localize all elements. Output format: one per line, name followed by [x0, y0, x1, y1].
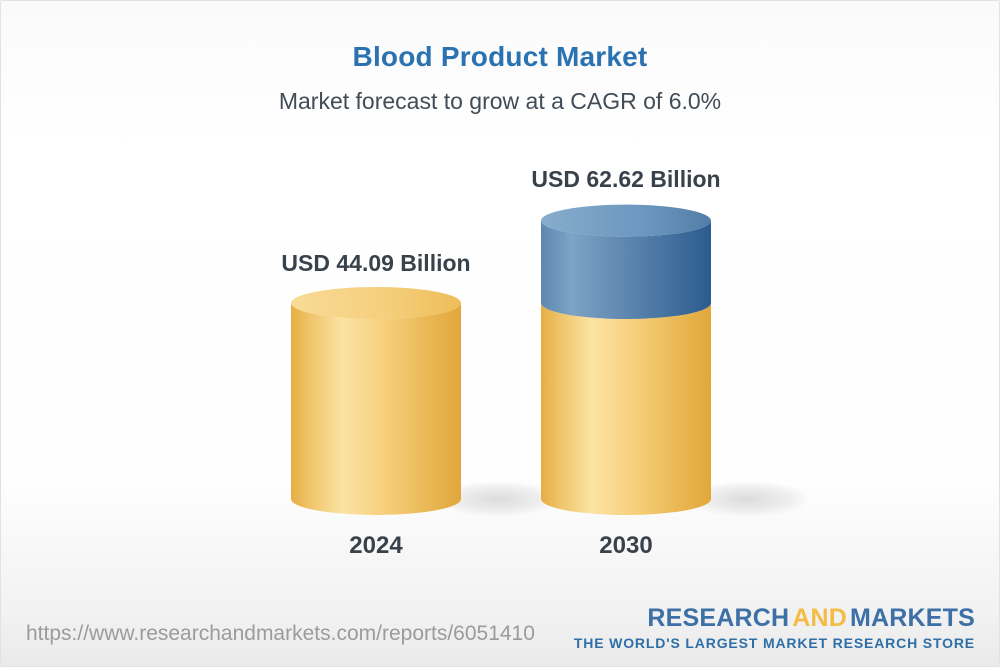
value-label-2030: USD 62.62 Billion: [531, 166, 721, 192]
cylinder-segment: [291, 303, 461, 515]
cylinder-top-face: [541, 204, 711, 237]
page-title: Blood Product Market: [352, 41, 648, 72]
category-label-2030: 2030: [599, 532, 653, 559]
logo-word-research: RESEARCH: [647, 604, 790, 632]
category-label-2024: 2024: [349, 532, 403, 559]
logo-word-markets: MARKETS: [849, 604, 975, 632]
cylinder-segment: [541, 303, 711, 515]
cylinder-bar-2030: [541, 204, 711, 515]
bar-shadow-2024: [436, 481, 560, 517]
cylinder-bar-2024: [291, 287, 461, 515]
value-label-2024: USD 44.09 Billion: [281, 250, 471, 276]
page-subtitle: Market forecast to grow at a CAGR of 6.0…: [278, 88, 722, 114]
brand-logo: RESEARCH AND MARKETS THE WORLD'S LARGEST M…: [573, 606, 975, 652]
brand-logo-tagline: THE WORLD'S LARGEST MARKET RESEARCH STOR…: [573, 635, 975, 651]
cylinder-segment: [541, 220, 711, 320]
brand-logo-wordmark: RESEARCH AND MARKETS: [574, 606, 975, 631]
bar-shadow-2030: [686, 481, 810, 517]
source-url: https://www.researchandmarkets.com/repor…: [26, 622, 535, 645]
logo-word-and: AND: [792, 604, 847, 632]
cylinder-top-face: [291, 287, 461, 320]
